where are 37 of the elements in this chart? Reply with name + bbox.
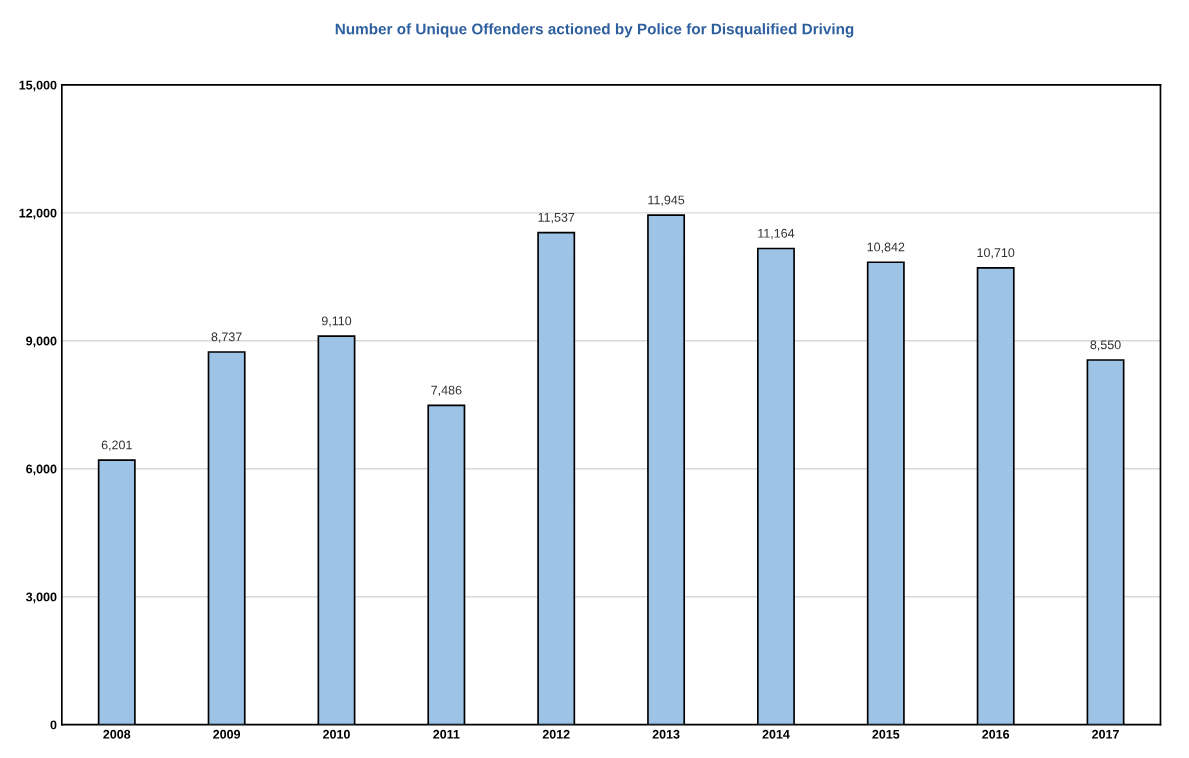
y-tick-label: 9,000 — [26, 336, 57, 348]
bar — [537, 231, 576, 725]
data-label: 10,710 — [977, 248, 1015, 259]
data-label: 11,945 — [648, 195, 685, 206]
bar — [207, 351, 246, 725]
x-tick-label: 2016 — [982, 729, 1010, 739]
bar — [647, 214, 686, 725]
x-tick-label: 2010 — [323, 729, 350, 739]
data-label: 8,737 — [211, 332, 242, 343]
data-label: 11,537 — [538, 212, 575, 224]
bar — [756, 247, 795, 725]
y-tick-label: 3,000 — [25, 592, 57, 604]
x-tick-label: 2012 — [542, 729, 570, 739]
data-label: 7,486 — [431, 385, 462, 397]
x-tick-label: 2011 — [433, 729, 460, 739]
y-tick-label: 0 — [50, 720, 57, 730]
bar — [97, 459, 136, 725]
data-label: 8,550 — [1090, 340, 1121, 351]
data-label: 6,201 — [101, 440, 132, 451]
y-tick-label: 15,000 — [19, 80, 57, 92]
x-tick-label: 2008 — [103, 729, 131, 739]
x-tick-label: 2014 — [762, 729, 790, 739]
data-label: 9,110 — [321, 316, 352, 327]
x-tick-label: 2013 — [652, 729, 680, 739]
x-tick-label: 2017 — [1092, 729, 1119, 739]
data-label: 11,164 — [758, 228, 795, 240]
bar — [976, 267, 1015, 725]
chart-title: Number of Unique Offenders actioned by Police for Disqualified Driving — [335, 23, 854, 38]
bar — [866, 261, 905, 725]
data-label: 10,842 — [867, 242, 905, 253]
y-tick-label: 6,000 — [26, 464, 57, 476]
x-tick-label: 2015 — [872, 729, 900, 739]
bar — [1086, 359, 1125, 725]
y-tick-label: 12,000 — [19, 208, 57, 220]
x-tick-label: 2009 — [213, 729, 241, 739]
bar — [317, 335, 356, 725]
bar — [427, 404, 466, 725]
